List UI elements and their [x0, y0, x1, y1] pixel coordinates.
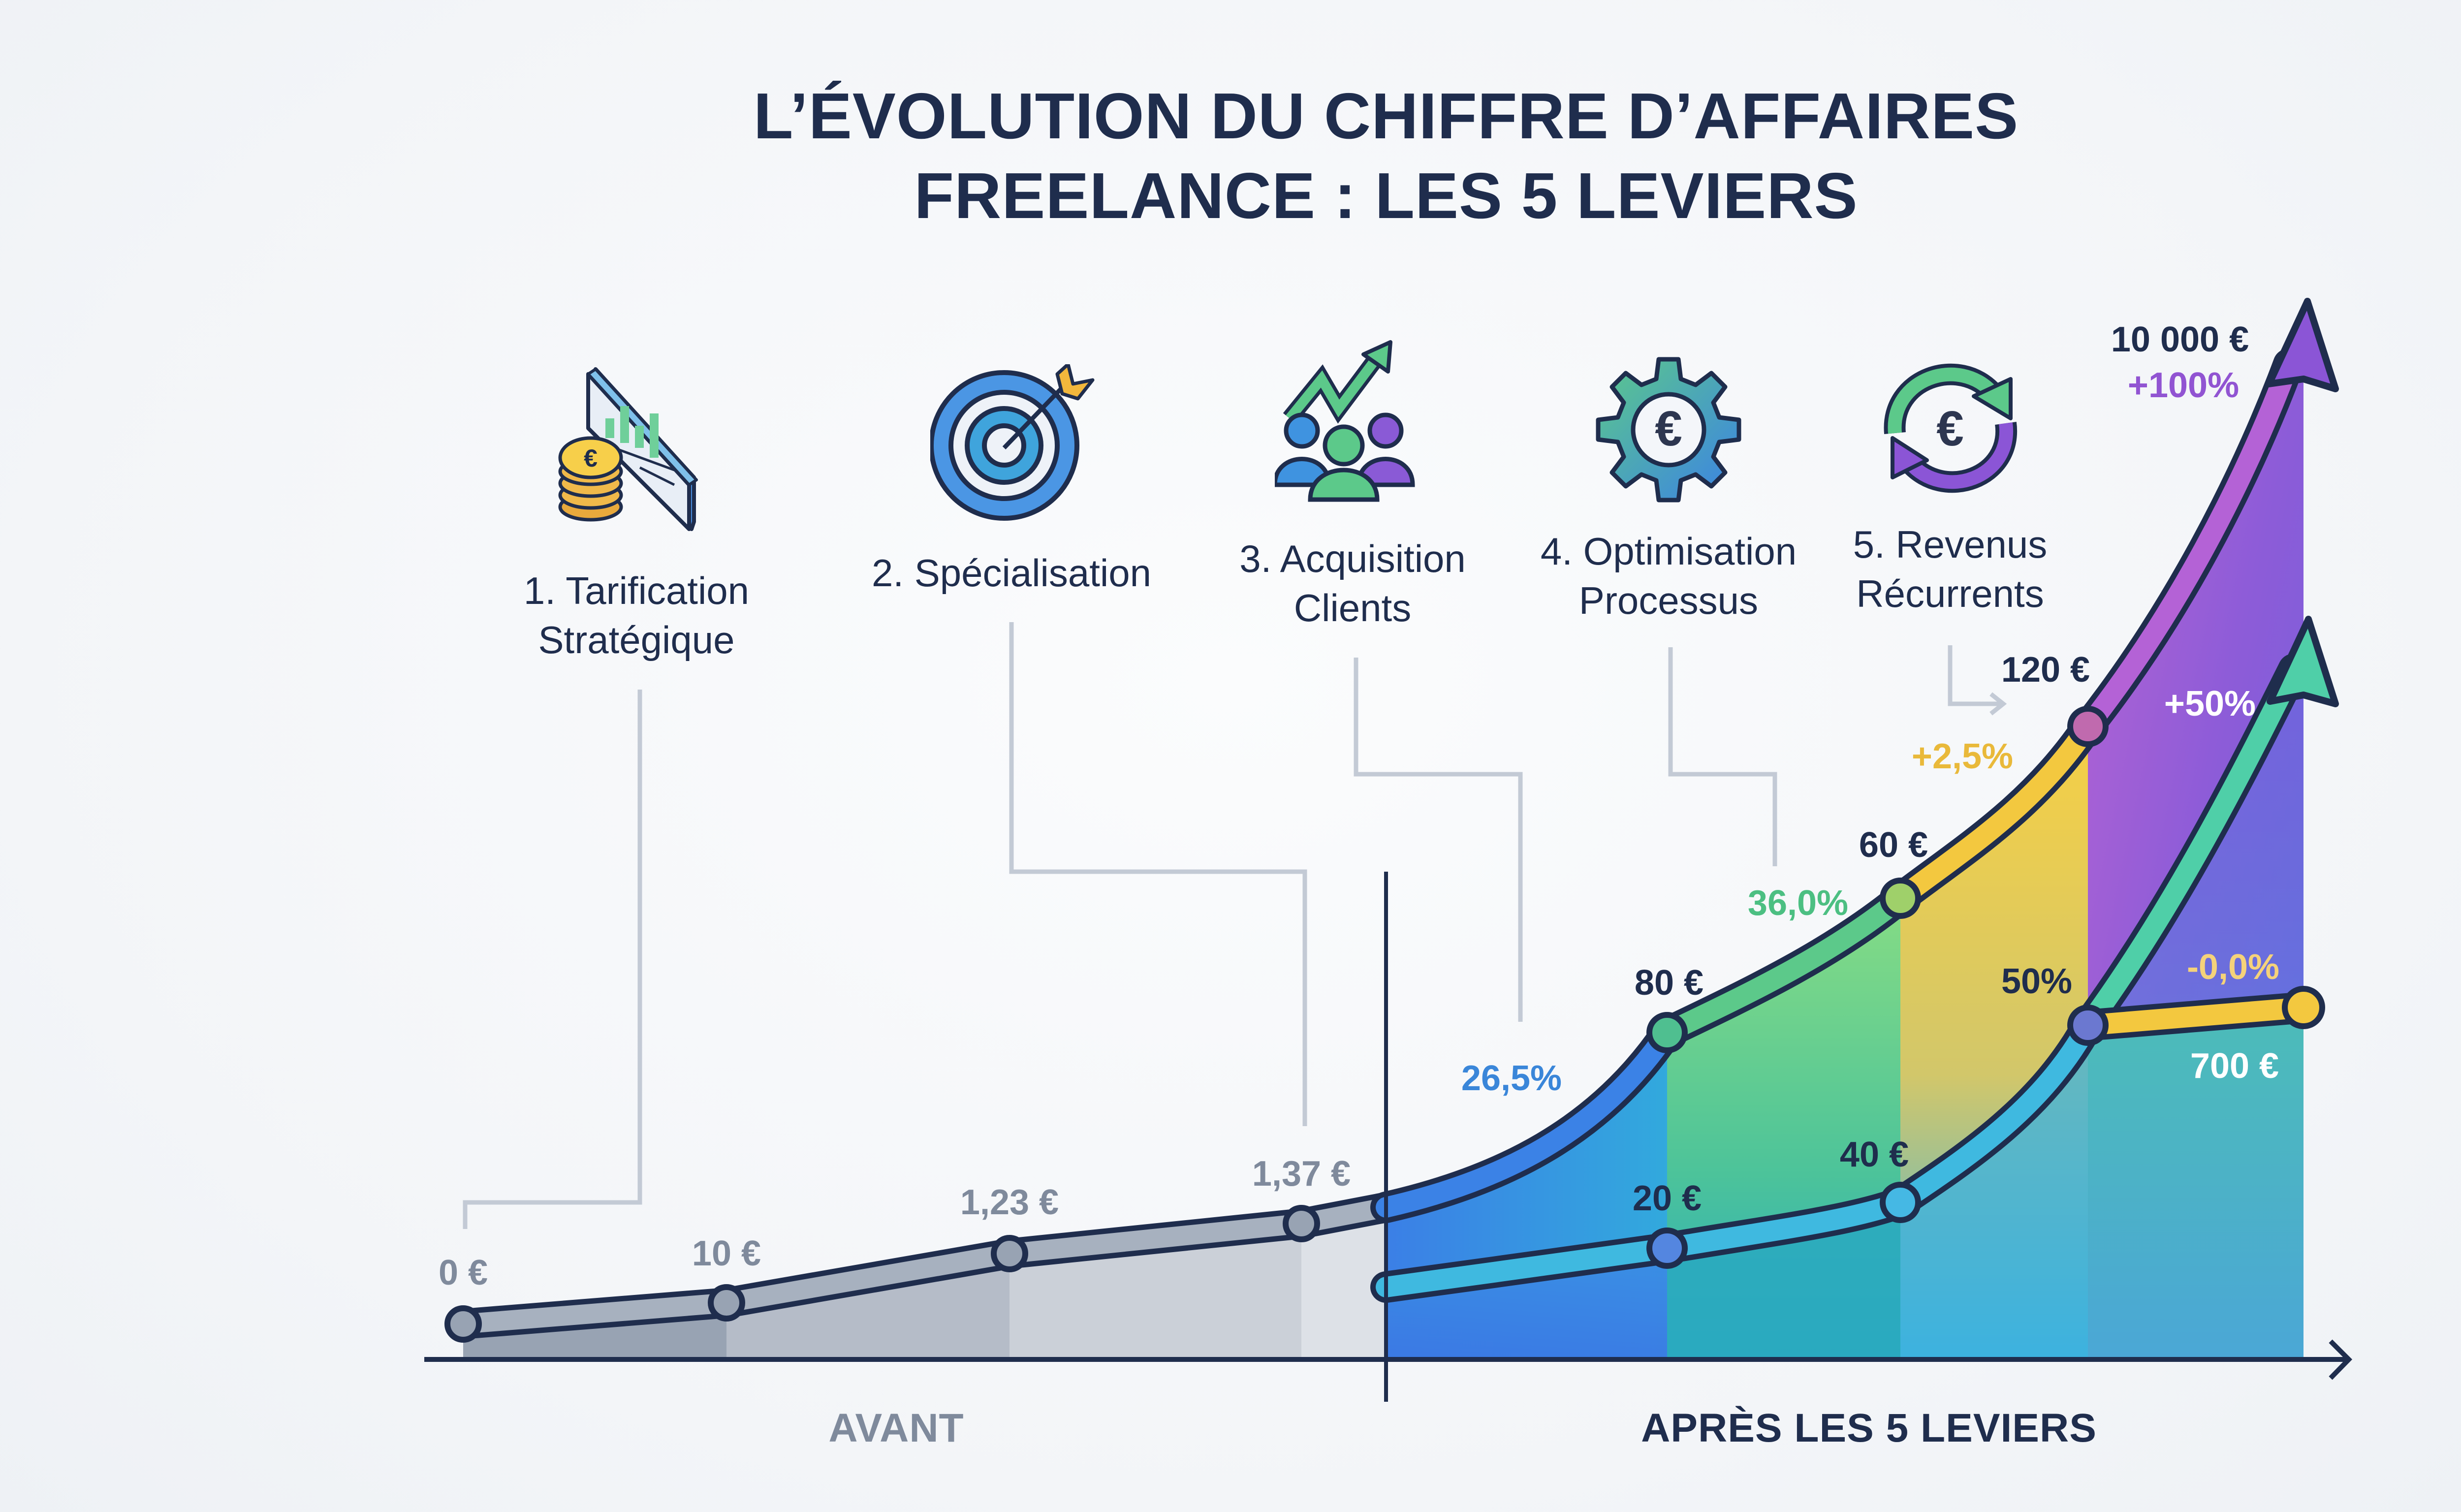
lever-3-title: 3. Acquisition [1239, 537, 1466, 580]
lower-value-700: 700 € [2190, 1046, 2279, 1086]
upper-arrowhead [2266, 298, 2339, 392]
before-value-0: 0 € [438, 1253, 488, 1292]
lever-5-title: 5. Revenus [1853, 523, 2048, 566]
before-value-1: 10 € [692, 1234, 761, 1273]
before-value-3: 1,37 € [1252, 1154, 1351, 1194]
page-title-line-1: L’ÉVOLUTION DU CHIFFRE D’AFFAIRES [753, 80, 2019, 152]
lower-value-40: 40 € [1839, 1135, 1909, 1174]
upper-value-80: 80 € [1634, 963, 1704, 1003]
upper-value-60: 60 € [1859, 825, 1928, 865]
lever-1-subtitle: Stratégique [538, 618, 735, 662]
pricing-dashboard-coins-icon: € [558, 367, 698, 531]
final-value-10000: 10 000 € [2111, 320, 2249, 359]
section-after-label: APRÈS LES 5 LEVIERS [1641, 1406, 2097, 1450]
connector-lever-1 [463, 690, 642, 1229]
lever-label-5: 5. Revenus Récurrents [1853, 520, 2048, 618]
pct-top-column: +50% [2164, 684, 2256, 724]
lever-label-4: 4. Optimisation Processus [1541, 527, 1797, 625]
data-points [444, 706, 2325, 1343]
svg-text:€: € [584, 444, 598, 472]
pct-recurrent-upper: +2,5% [1911, 737, 2014, 776]
recurring-euro-cycle-icon: € [1884, 363, 2018, 493]
lever-3-subtitle: Clients [1294, 586, 1412, 630]
connector-lines [463, 622, 2007, 1229]
target-arrow-icon [930, 364, 1095, 521]
gear-euro-icon: € [1596, 357, 1741, 503]
lever-1-title: 1. Tarification [523, 569, 750, 612]
pct-acquisition: 26,5% [1461, 1059, 1562, 1098]
lever-label-2: 2. Spécialisation [872, 548, 1151, 598]
connector-lever-4 [1668, 647, 1777, 866]
lever-4-subtitle: Processus [1578, 579, 1759, 622]
pct-optimisation: 36,0% [1747, 883, 1849, 923]
pct-flat: -0,0% [2186, 947, 2280, 987]
connector-lever-5 [1948, 645, 2001, 706]
lever-5-subtitle: Récurrents [1856, 572, 2044, 615]
pct-final-upper: +100% [2127, 366, 2240, 405]
svg-text:€: € [1655, 401, 1682, 456]
lower-value-20: 20 € [1632, 1179, 1702, 1218]
upper-value-120: 120 € [2001, 650, 2090, 690]
connector-lever-2 [1009, 622, 1307, 1126]
lower-arrowhead [2267, 616, 2339, 707]
lever-2-title: 2. Spécialisation [871, 551, 1152, 595]
svg-text:€: € [1936, 401, 1964, 456]
page-title-line-2: FREELANCE : LES 5 LEVIERS [914, 159, 1858, 232]
connector-lever-3 [1354, 658, 1523, 1022]
before-value-2: 1,23 € [960, 1183, 1059, 1222]
connector-lever-5-arrowhead [1989, 692, 2007, 716]
lower-value-50pct: 50% [2001, 962, 2073, 1001]
x-axis-arrowhead [2329, 1339, 2353, 1380]
lever-4-title: 4. Optimisation [1540, 530, 1797, 573]
lever-label-1: 1. Tarification Stratégique [524, 566, 749, 664]
people-growth-icon [1275, 340, 1415, 502]
lever-label-3: 3. Acquisition Clients [1239, 534, 1466, 632]
section-before-label: AVANT [828, 1406, 964, 1450]
